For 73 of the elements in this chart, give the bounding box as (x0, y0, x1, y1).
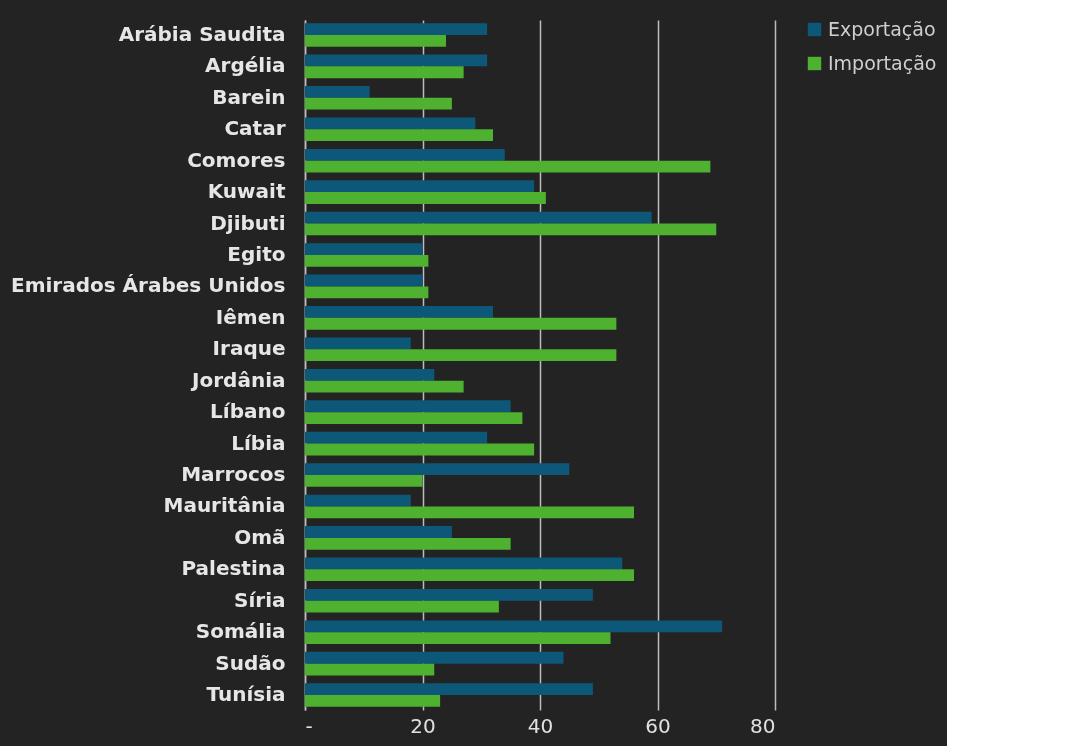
y-tick-label: Kuwait (207, 179, 286, 204)
bar (305, 632, 611, 644)
bar (305, 412, 523, 424)
bar (305, 160, 711, 173)
bar (305, 192, 546, 204)
bar (305, 317, 617, 330)
x-tick-label: 20 (410, 713, 436, 738)
y-tick-label: Líbia (231, 430, 286, 455)
bar (305, 431, 488, 444)
bar (305, 526, 452, 538)
y-tick-label: Comores (187, 147, 286, 172)
y-tick-label: Djibuti (210, 210, 286, 235)
bar (305, 254, 429, 267)
bar (305, 337, 411, 350)
bar (305, 117, 476, 130)
legend-label: Exportação (828, 17, 936, 40)
y-tick-label: Omã (234, 524, 286, 549)
y-tick-label: Tunísia (206, 682, 286, 707)
bar (305, 663, 435, 676)
bar (305, 286, 429, 299)
bar (305, 380, 464, 393)
bar (305, 34, 446, 47)
bar (305, 211, 652, 224)
y-tick-label: Iêmen (215, 304, 286, 329)
y-tick-label: Sudão (215, 650, 286, 675)
y-tick-label: Arábia Saudita (118, 21, 286, 46)
x-tick-label: 80 (750, 713, 776, 738)
y-tick-label: Catar (224, 116, 286, 141)
y-tick-label: Somália (195, 619, 286, 644)
bar (305, 588, 593, 601)
y-tick-label: Egito (227, 241, 286, 266)
bar (305, 695, 441, 707)
bar (305, 443, 535, 456)
bar (305, 349, 617, 362)
bar (305, 223, 717, 236)
x-tick-label: 40 (527, 713, 554, 738)
y-tick-label: Palestina (181, 556, 286, 581)
y-tick-label: Emirados Árabes Unidos (10, 273, 286, 298)
bar (305, 180, 535, 193)
bar (305, 23, 488, 35)
x-tick-label: 60 (645, 713, 671, 738)
bar (305, 368, 435, 381)
bar (305, 557, 623, 570)
bar (305, 651, 564, 664)
bar (305, 537, 511, 550)
bar (305, 683, 593, 696)
y-tick-label: Mauritânia (163, 493, 286, 518)
legend-label: Importação (828, 51, 937, 74)
y-tick-label: Argélia (205, 53, 286, 78)
bar (305, 243, 423, 255)
y-tick-label: Síria (234, 587, 286, 612)
bar (305, 54, 488, 67)
bar (305, 274, 423, 287)
y-tick-label: Líbano (210, 399, 286, 424)
bar (305, 494, 411, 507)
x-tick-label: - (305, 713, 313, 738)
bar (305, 506, 634, 519)
y-tick-label: Marrocos (181, 462, 286, 487)
bar (305, 306, 493, 318)
bar (305, 86, 370, 98)
bar (305, 569, 634, 582)
y-tick-label: Barein (212, 84, 286, 109)
bar (305, 620, 723, 633)
bar (305, 97, 452, 110)
bar (305, 400, 511, 413)
bar (305, 475, 423, 487)
bar (305, 129, 493, 142)
bar (305, 600, 499, 613)
y-tick-label: Iraque (212, 336, 286, 361)
y-tick-label: Jordânia (190, 367, 286, 392)
bar (305, 463, 570, 476)
bar (305, 66, 464, 79)
bar (305, 148, 505, 161)
